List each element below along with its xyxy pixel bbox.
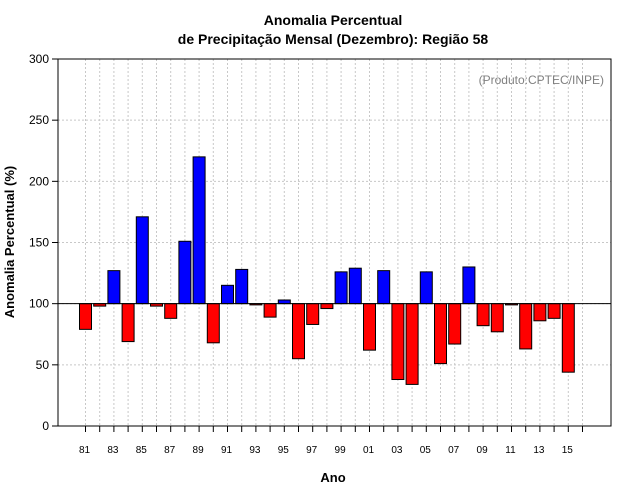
x-tick-label: 91 [221,445,233,456]
bar-08 [462,266,476,305]
bar-96 [292,303,305,360]
bar-91 [221,284,234,305]
grid [58,59,611,426]
y-tick-label: 250 [29,113,49,127]
bar-95 [277,299,291,305]
bar-87 [164,303,178,319]
x-tick-label: 11 [505,445,516,456]
bar-99 [334,271,348,305]
y-tick-label: 0 [42,419,49,433]
x-tick-label: 03 [391,445,403,456]
bar-94 [263,303,277,318]
x-tick-label: 89 [193,445,205,456]
y-axis-label: Anomalia Percentual (%) [2,166,17,318]
y-axis: 0 50 100 150 200 250 300 [29,52,58,433]
bar-81 [79,303,92,330]
bar-03 [391,303,405,381]
x-tick-label: 85 [136,445,148,456]
y-tick-label: 100 [29,297,49,311]
bar-92 [235,268,249,305]
x-axis-label: Ano [320,470,345,485]
bars [79,156,575,385]
bar-05 [419,271,433,305]
y-tick-label: 150 [29,236,49,250]
x-tick-label: 99 [335,445,347,456]
bar-88 [178,240,192,305]
bar-14 [547,303,561,319]
x-axis: 81 83 85 87 89 91 93 95 97 99 01 03 05 07 09 11 13 15 [79,426,583,456]
bar-04 [405,303,419,385]
x-tick-label: 81 [79,445,91,456]
bar-97 [306,303,320,325]
bar-01 [363,303,376,351]
x-tick-label: 05 [420,445,432,456]
bar-13 [533,303,547,322]
chart-subtitle: de Precipitação Mensal (Dezembro): Regiã… [178,31,489,47]
bar-85 [135,216,149,305]
bar-90 [206,303,220,344]
x-tick-label: 15 [562,445,574,456]
bar-98 [320,303,334,310]
y-tick-label: 300 [29,52,49,66]
x-tick-label: 83 [107,445,119,456]
x-tick-label: 97 [306,445,318,456]
bar-09 [476,303,490,327]
y-tick-label: 50 [36,358,50,372]
bar-10 [490,303,504,333]
x-tick-label: 87 [164,445,176,456]
bar-02 [377,270,391,305]
x-tick-label: 09 [477,445,489,456]
credit-text: (Produto:CPTEC/INPE) [479,73,604,87]
bar-89 [192,156,206,305]
chart-title: Anomalia Percentual [264,12,403,28]
bar-00 [348,267,362,305]
bar-15 [561,303,575,373]
x-tick-label: 07 [448,445,460,456]
bar-07 [448,303,462,345]
bar-84 [121,303,135,343]
x-tick-label: 93 [249,445,261,456]
x-tick-label: 95 [278,445,290,456]
x-tick-label: 01 [363,445,375,456]
x-tick-label: 13 [533,445,545,456]
bar-83 [107,270,121,305]
bar-06 [434,303,447,365]
bar-12 [519,303,533,350]
y-tick-label: 200 [29,174,49,188]
